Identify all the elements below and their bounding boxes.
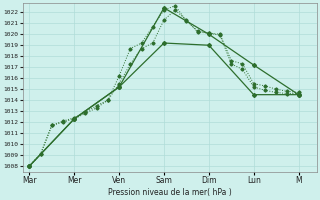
X-axis label: Pression niveau de la mer( hPa ): Pression niveau de la mer( hPa ) — [108, 188, 231, 197]
